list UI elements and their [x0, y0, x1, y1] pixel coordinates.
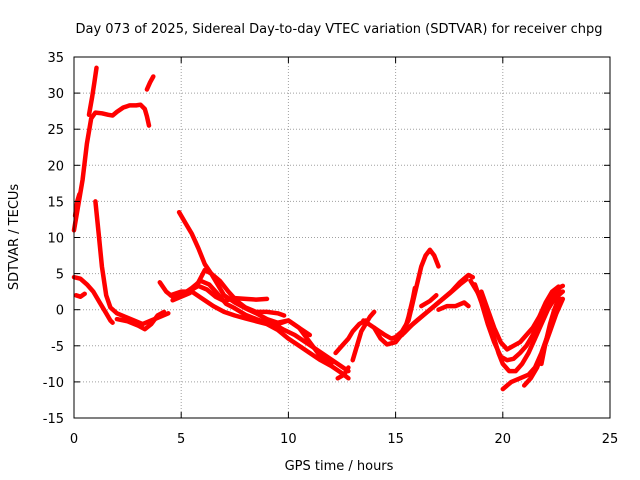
- x-tick-label: 20: [495, 432, 512, 447]
- series-s17: [335, 365, 351, 381]
- x-tick-label: 25: [602, 432, 619, 447]
- series-s2: [86, 65, 99, 118]
- y-tick-label: -5: [51, 340, 64, 355]
- series-s8: [114, 309, 167, 332]
- series-s29: [539, 296, 561, 367]
- series-s30: [543, 289, 566, 312]
- y-tick-label: 15: [47, 195, 64, 210]
- y-tick-label: 0: [56, 304, 64, 319]
- y-tick-label: 35: [47, 51, 64, 66]
- y-tick-label: 20: [47, 159, 64, 174]
- x-tick-label: 10: [280, 432, 297, 447]
- y-tick-label: -10: [43, 376, 64, 391]
- series-s22: [419, 293, 439, 309]
- x-tick-label: 5: [177, 432, 185, 447]
- axis-ticks: [73, 56, 611, 419]
- y-tick-labels: -15 -10 -5 0 5 10 15 20 25 30 35: [43, 51, 64, 427]
- series-s10: [176, 209, 287, 318]
- grid-lines: [74, 57, 610, 418]
- y-tick-label: 10: [47, 232, 64, 247]
- x-axis-label: GPS time / hours: [285, 459, 394, 474]
- series-s3: [144, 74, 156, 92]
- series-s23: [436, 300, 471, 312]
- y-tick-label: -15: [43, 412, 64, 427]
- y-tick-label: 25: [47, 123, 64, 138]
- series-s1: [71, 102, 152, 233]
- x-tick-label: 15: [387, 432, 404, 447]
- series-s5: [71, 274, 115, 325]
- series-s26: [479, 284, 561, 352]
- series-s21: [401, 277, 469, 336]
- series-s15: [333, 318, 368, 356]
- series-s13: [168, 289, 351, 381]
- series-s7: [93, 199, 171, 327]
- series-s16: [350, 309, 377, 363]
- y-tick-label: 30: [47, 87, 64, 102]
- x-tick-labels: 0 5 10 15 20 25: [70, 432, 618, 447]
- data-series: [71, 65, 566, 392]
- x-tick-label: 0: [70, 432, 78, 447]
- series-s14: [275, 318, 334, 367]
- series-s18: [361, 247, 441, 341]
- y-tick-label: 5: [56, 268, 64, 283]
- chart-title: Day 073 of 2025, Sidereal Day-to-day VTE…: [75, 22, 602, 37]
- y-axis-label: SDTVAR / TECUs: [7, 184, 22, 291]
- series-s6: [73, 291, 87, 299]
